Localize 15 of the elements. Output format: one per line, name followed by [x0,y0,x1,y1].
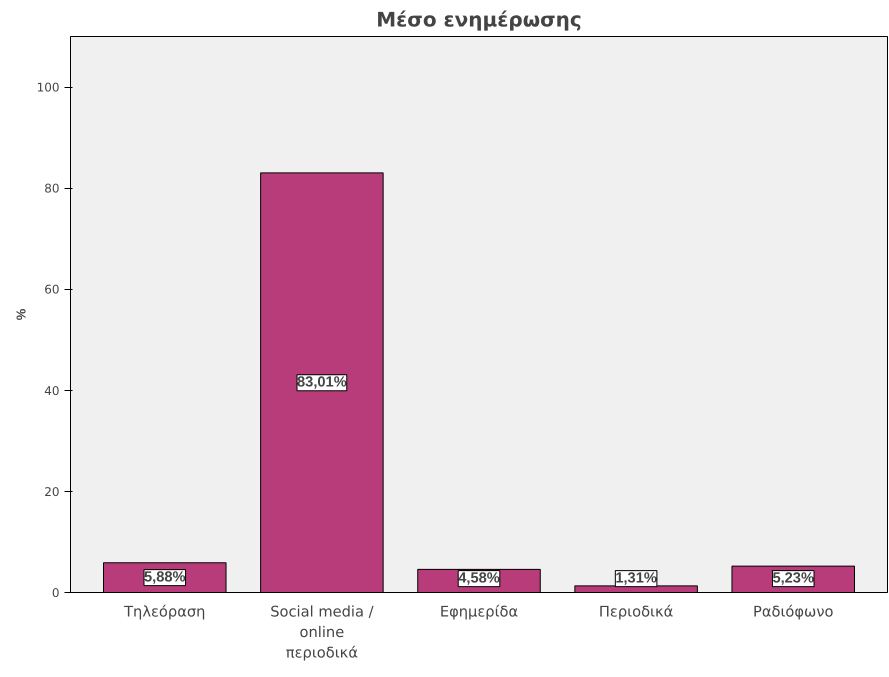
data-label: 1,31% [615,570,657,587]
y-tick-label: 60 [44,282,60,297]
x-tick-label: Ραδιόφωνο [752,604,834,620]
chart-title: Μέσο ενημέρωσης [376,8,582,32]
x-tick-label: Social media / online περιοδικά [270,604,374,662]
y-tick-label: 40 [44,384,60,398]
x-tick-label: Τηλεόραση [123,604,206,620]
y-tick-label: 80 [44,182,60,196]
y-tick-label: 0 [52,586,60,600]
y-axis-title: % [14,308,29,320]
y-tick-label: 20 [44,484,60,499]
x-tick-label: Περιοδικά [598,604,674,620]
bar [260,172,384,592]
y-tick-label: 100 [36,80,60,95]
x-tick-label: Εφημερίδα [440,604,518,620]
